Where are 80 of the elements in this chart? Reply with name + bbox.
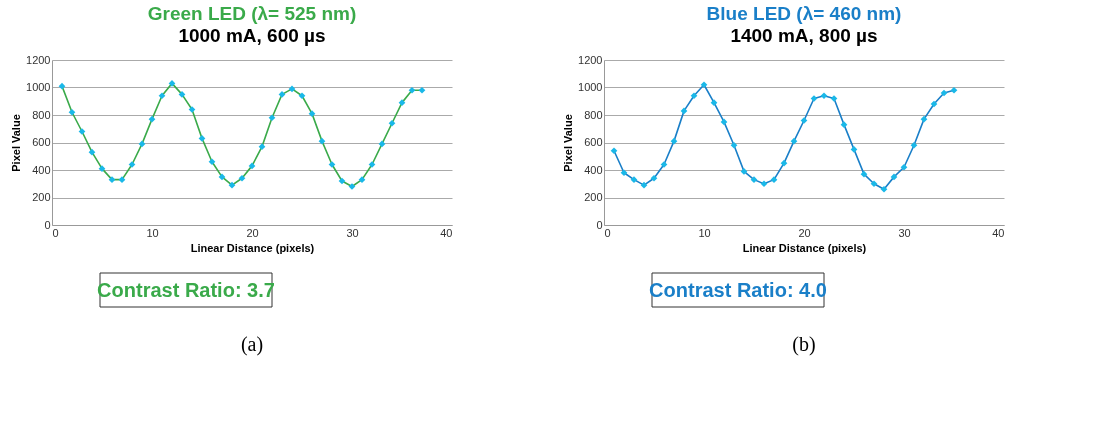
point xyxy=(640,181,648,189)
point xyxy=(238,174,246,182)
chart-title: Green LED (λ= 525 nm) xyxy=(147,3,357,24)
x-tick-label: 20 xyxy=(798,226,811,239)
chart-subtitle: 1400 mA, 800 µs xyxy=(730,25,878,46)
point xyxy=(780,159,788,167)
point xyxy=(298,92,306,100)
x-tick-label: 10 xyxy=(698,226,711,239)
point xyxy=(700,81,708,89)
x-axis-title: Linear Distance (pixels) xyxy=(742,241,867,254)
chart-subtitle: 1000 mA, 600 µs xyxy=(178,25,326,46)
y-tick-label: 0 xyxy=(44,218,51,231)
x-tick-label: 0 xyxy=(52,226,59,239)
point xyxy=(920,115,928,123)
y-tick-label: 1200 xyxy=(578,53,603,66)
chart-title: Blue LED (λ= 460 nm) xyxy=(706,3,902,24)
point xyxy=(720,118,728,126)
x-tick-label: 10 xyxy=(146,226,159,239)
y-axis-title: Pixel Value xyxy=(10,114,23,172)
point xyxy=(620,169,628,177)
point xyxy=(950,86,958,94)
point xyxy=(228,181,236,189)
point xyxy=(910,141,918,149)
point xyxy=(940,89,948,97)
point xyxy=(138,140,146,148)
point xyxy=(148,115,156,123)
point xyxy=(610,147,618,155)
point xyxy=(378,140,386,148)
point xyxy=(880,185,888,193)
y-tick-label: 800 xyxy=(32,108,51,121)
point xyxy=(88,148,96,156)
point xyxy=(208,158,216,166)
y-tick-label: 0 xyxy=(596,218,603,231)
x-tick-label: 30 xyxy=(346,226,359,239)
text: Contrast Ratio: 4.0 xyxy=(649,279,827,301)
point xyxy=(690,92,698,100)
x-axis-title: Linear Distance (pixels) xyxy=(190,241,315,254)
point xyxy=(68,108,76,116)
y-tick-label: 200 xyxy=(32,191,51,203)
point xyxy=(418,86,426,94)
y-tick-label: 200 xyxy=(584,191,603,203)
text: (b) xyxy=(792,333,816,356)
y-tick-label: 1000 xyxy=(578,81,603,93)
y-tick-label: 1000 xyxy=(26,81,51,93)
point xyxy=(218,173,226,181)
point xyxy=(930,100,938,108)
text: Contrast Ratio: 3.7 xyxy=(97,279,275,301)
point xyxy=(318,137,326,145)
y-tick-label: 800 xyxy=(584,108,603,121)
point xyxy=(760,180,768,188)
point xyxy=(388,119,396,127)
point xyxy=(870,180,878,188)
y-tick-label: 600 xyxy=(32,136,51,148)
point xyxy=(680,107,688,115)
y-tick-label: 400 xyxy=(32,163,51,176)
point xyxy=(408,86,416,94)
y-tick-label: 400 xyxy=(584,163,603,176)
point xyxy=(900,163,908,171)
y-axis-title: Pixel Value xyxy=(562,114,575,172)
x-tick-label: 30 xyxy=(898,226,911,239)
point xyxy=(338,177,346,185)
point xyxy=(670,137,678,145)
x-tick-label: 40 xyxy=(440,226,453,239)
point xyxy=(890,173,898,181)
x-tick-label: 0 xyxy=(604,226,611,239)
y-tick-label: 1200 xyxy=(26,53,51,66)
point xyxy=(58,82,66,90)
point xyxy=(730,141,738,149)
point xyxy=(158,92,166,100)
text: (a) xyxy=(240,333,264,356)
y-tick-label: 600 xyxy=(584,136,603,148)
point xyxy=(820,92,828,100)
point xyxy=(288,85,296,93)
point xyxy=(650,174,658,182)
x-tick-label: 20 xyxy=(246,226,259,239)
point xyxy=(790,137,798,145)
x-tick-label: 40 xyxy=(992,226,1005,239)
point xyxy=(248,162,256,170)
point xyxy=(268,114,276,122)
point xyxy=(860,170,868,178)
